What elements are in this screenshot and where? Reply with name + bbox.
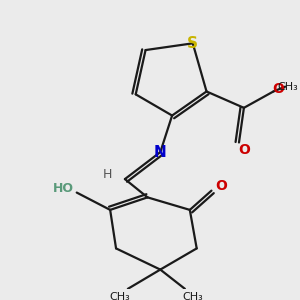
Text: CH₃: CH₃: [182, 292, 203, 300]
Text: S: S: [187, 36, 198, 51]
Text: O: O: [272, 82, 284, 96]
Text: N: N: [154, 145, 167, 160]
Text: H: H: [103, 168, 112, 181]
Text: HO: HO: [52, 182, 74, 195]
Text: CH₃: CH₃: [278, 82, 298, 92]
Text: CH₃: CH₃: [110, 292, 130, 300]
Text: O: O: [238, 143, 250, 157]
Text: O: O: [215, 179, 227, 193]
